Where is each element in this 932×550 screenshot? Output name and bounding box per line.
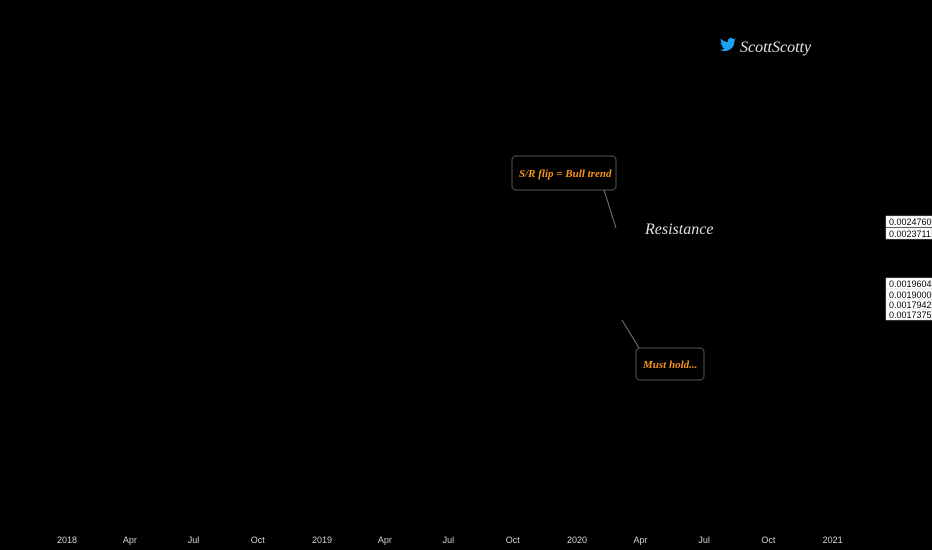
callout-sr-flip-text: S/R flip = Bull trend <box>519 168 612 180</box>
x-tick-label: Jul <box>698 535 710 545</box>
brand-handle: ScottScotty <box>740 39 812 56</box>
price-tag-label: 0.0017375 <box>889 310 932 320</box>
x-tick-label: Apr <box>378 535 392 545</box>
callout-must-hold-box <box>635 347 705 381</box>
x-tick-label: 2021 <box>823 535 843 545</box>
price-tag: 0.0017942 <box>885 298 932 311</box>
price-tag-label: 0.0017942 <box>889 300 932 310</box>
callout-sr-flip: S/R flip = Bull trend <box>511 155 617 229</box>
x-tick-label: Apr <box>123 535 137 545</box>
callout-sr-flip-pointer <box>603 189 617 229</box>
callout-sr-flip-box <box>511 155 617 191</box>
callout-must-hold: Must hold... <box>621 319 705 381</box>
price-tag: 0.0023711 <box>885 227 932 240</box>
x-tick-label: 2019 <box>312 535 332 545</box>
price-tag-box <box>885 308 932 321</box>
callout-must-hold-text: Must hold... <box>642 359 697 371</box>
price-tag: 0.0019604 <box>885 277 932 290</box>
price-tag-label: 0.0019604 <box>889 279 932 289</box>
twitter-bird-icon <box>720 37 736 52</box>
x-tick-label: Oct <box>506 535 521 545</box>
x-tick-label: Jul <box>188 535 200 545</box>
x-axis[interactable]: 2018 Apr Jul Oct 2019 Apr Jul Oct 2020 Apr Jul Oct 2… <box>57 535 843 545</box>
callout-must-hold-pointer <box>621 319 640 349</box>
resistance-label: Resistance <box>644 221 713 238</box>
price-tag-label: 0.0024760 <box>889 217 932 227</box>
price-tags: 0.00247600.00237110.00196040.00190000.00… <box>885 215 932 321</box>
price-tag: 0.0024760 <box>885 215 932 228</box>
x-tick-label: 2020 <box>567 535 587 545</box>
price-tag-box <box>885 227 932 240</box>
x-tick-label: Jul <box>443 535 455 545</box>
price-tag: 0.0017375 <box>885 308 932 321</box>
x-tick-label: Oct <box>761 535 776 545</box>
price-tag-label: 0.0019000 <box>889 290 932 300</box>
x-tick-label: Apr <box>634 535 648 545</box>
x-tick-label: 2018 <box>57 535 77 545</box>
price-tag-label: 0.0023711 <box>889 229 931 239</box>
price-tag: 0.0019000 <box>885 288 932 301</box>
brand: ScottScotty <box>720 37 812 56</box>
price-tag-box <box>885 215 932 228</box>
x-tick-label: Oct <box>251 535 266 545</box>
